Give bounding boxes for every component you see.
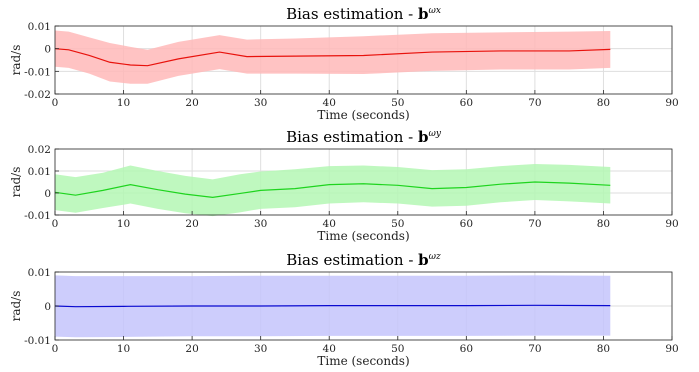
y-tick-label: 0: [44, 301, 51, 313]
y-axis-label: rad/s: [9, 167, 23, 198]
chart-title-text: Bias estimation -: [286, 5, 418, 23]
chart-title-superscript: ωx: [429, 6, 441, 16]
x-tick-label: 30: [254, 218, 267, 230]
y-axis-label: rad/s: [9, 291, 23, 322]
y-axis-label: rad/s: [9, 45, 23, 76]
chart-title: Bias estimation - bωy: [286, 128, 442, 146]
x-tick-label: 30: [254, 343, 267, 355]
x-tick-label: 70: [528, 343, 541, 355]
x-tick-label: 90: [665, 218, 678, 230]
uncertainty-band: [55, 163, 611, 217]
x-tick-label: 10: [117, 97, 130, 109]
y-tick-label: -0.02: [24, 89, 51, 101]
y-tick-label: -0.01: [24, 66, 51, 78]
chart-title-superscript: ωy: [428, 129, 441, 139]
x-tick-label: 90: [665, 97, 678, 109]
chart-title-superscript: ωz: [429, 252, 441, 262]
uncertainty-band: [55, 275, 611, 338]
x-tick-label: 10: [117, 343, 130, 355]
x-tick-label: 80: [597, 97, 610, 109]
y-tick-label: -0.01: [24, 335, 51, 347]
axes-frame: [54, 25, 673, 95]
chart-title: Bias estimation - bωz: [286, 251, 441, 269]
bias-estimate-line: [54, 48, 611, 67]
y-tick-label: 0: [44, 188, 51, 200]
x-tick-label: 40: [323, 97, 336, 109]
chart-title-text: Bias estimation -: [286, 251, 418, 269]
x-tick-label: 80: [597, 218, 610, 230]
x-tick-label: 30: [254, 97, 267, 109]
x-tick-label: 0: [52, 343, 59, 355]
bias-estimate-line: [54, 304, 611, 308]
chart-title-symbol: b: [418, 128, 429, 146]
x-tick-label: 20: [185, 218, 198, 230]
axes-frame: [54, 148, 673, 216]
y-tick-label: 0.01: [28, 166, 51, 178]
y-tick-label: 0.01: [28, 21, 51, 33]
x-tick-label: 70: [528, 97, 541, 109]
y-tick-label: 0.01: [28, 267, 51, 279]
x-tick-label: 20: [185, 343, 198, 355]
x-tick-label: 50: [391, 218, 404, 230]
x-tick-label: 20: [185, 97, 198, 109]
chart-title-text: Bias estimation -: [286, 128, 418, 146]
chart-title-symbol: b: [418, 5, 429, 23]
x-tick-label: 50: [391, 97, 404, 109]
x-tick-label: 50: [391, 343, 404, 355]
x-tick-label: 0: [52, 97, 59, 109]
x-tick-label: 80: [597, 343, 610, 355]
x-tick-label: 90: [665, 343, 678, 355]
chart-panel-1: 0 10 20 30 40 50 60 70 80 90 0.01 0 -0.01 -0.02 Time (…: [9, 5, 679, 122]
chart-title-symbol: b: [418, 251, 429, 269]
chart-title: Bias estimation - bωx: [286, 5, 441, 23]
x-tick-label: 10: [117, 218, 130, 230]
x-tick-label: 40: [323, 218, 336, 230]
uncertainty-band: [55, 30, 611, 84]
y-tick-label: -0.01: [24, 210, 51, 222]
x-tick-label: 60: [460, 343, 473, 355]
x-axis-label: Time (seconds): [317, 108, 409, 122]
x-tick-label: 70: [528, 218, 541, 230]
x-axis-label: Time (seconds): [317, 229, 409, 243]
y-tick-label: 0: [44, 44, 51, 56]
y-tick-label: 0.02: [28, 144, 51, 156]
x-tick-label: 0: [52, 218, 59, 230]
x-tick-label: 60: [460, 218, 473, 230]
x-tick-label: 60: [460, 97, 473, 109]
bias-estimate-line: [54, 181, 611, 199]
x-tick-label: 40: [323, 343, 336, 355]
x-axis-label: Time (seconds): [317, 354, 409, 368]
